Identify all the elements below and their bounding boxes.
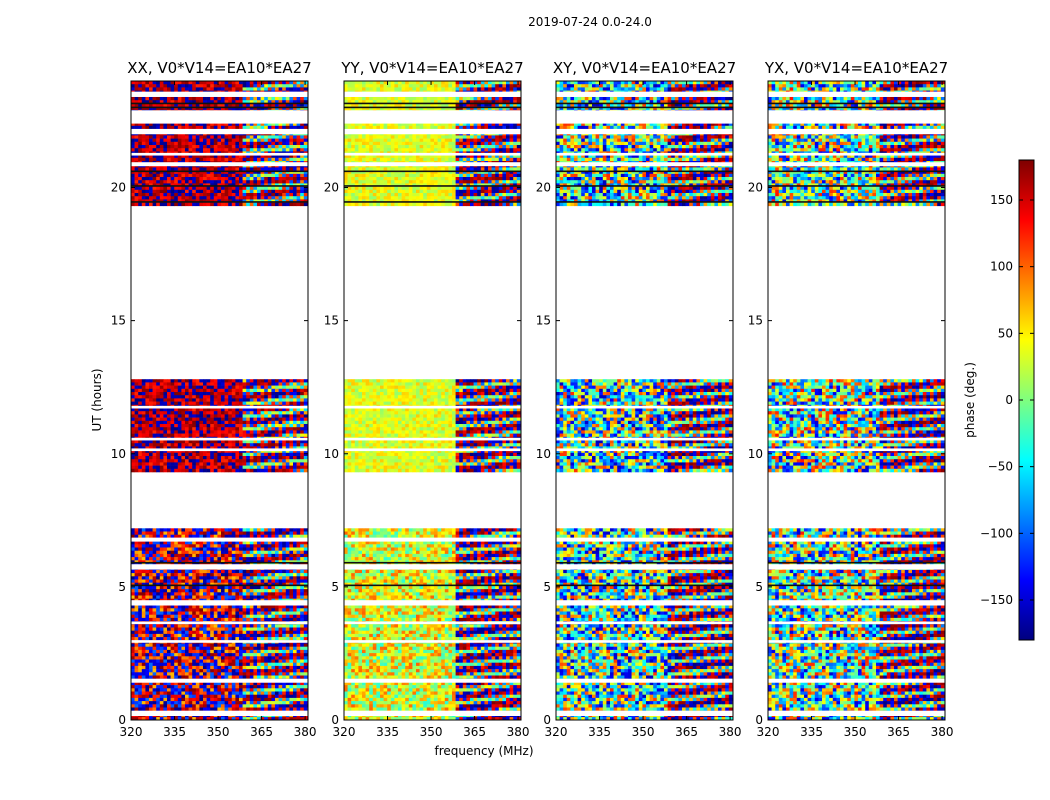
x-tick-label: 320 xyxy=(545,725,568,739)
x-tick-label: 350 xyxy=(632,725,655,739)
y-tick-label: 10 xyxy=(536,447,551,461)
x-tick-label: 380 xyxy=(931,725,954,739)
panel-1: XX, V0*V14=EA10*EA27 320 335 350 365 380 0 5 10 1… xyxy=(111,59,317,739)
y-tick-label: 0 xyxy=(755,713,763,727)
panel-3: XY, V0*V14=EA10*EA27 320 335 350 365 380 0 5 10 1… xyxy=(536,59,742,739)
colorbar-tick-label: −100 xyxy=(980,526,1013,540)
y-tick-label: 20 xyxy=(748,181,763,195)
y-tick-label: 15 xyxy=(324,314,339,328)
colorbar-tick-label: 0 xyxy=(1005,393,1013,407)
y-tick-label: 5 xyxy=(331,580,339,594)
panel-2: YY, V0*V14=EA10*EA27 320 335 350 365 380 0 5 10 1… xyxy=(324,59,530,739)
colorbar-tick-label: 100 xyxy=(990,260,1013,274)
colorbar-label: phase (deg.) xyxy=(963,362,977,438)
x-tick-label: 380 xyxy=(719,725,742,739)
y-tick-label: 10 xyxy=(748,447,763,461)
axes-frame xyxy=(767,80,946,721)
y-tick-label: 15 xyxy=(111,314,126,328)
x-tick-label: 320 xyxy=(757,725,780,739)
phase-heatmap xyxy=(768,81,945,720)
phase-heatmap xyxy=(131,81,308,720)
x-tick-label: 350 xyxy=(207,725,230,739)
colorbar-tick-label: 50 xyxy=(998,326,1013,340)
colorbar-tick-label: 150 xyxy=(990,193,1013,207)
panels: XX, V0*V14=EA10*EA27 320 335 350 365 380 0 5 10 1… xyxy=(111,59,954,739)
y-axis-label: UT (hours) xyxy=(90,368,104,431)
figure-suptitle: 2019-07-24 0.0-24.0 xyxy=(528,15,652,29)
x-tick-label: 335 xyxy=(588,725,611,739)
x-tick-label: 365 xyxy=(463,725,486,739)
x-tick-label: 335 xyxy=(376,725,399,739)
y-tick-label: 10 xyxy=(324,447,339,461)
x-tick-label: 320 xyxy=(333,725,356,739)
x-tick-label: 365 xyxy=(250,725,273,739)
x-tick-label: 380 xyxy=(294,725,317,739)
y-tick-label: 20 xyxy=(111,181,126,195)
y-tick-label: 15 xyxy=(748,314,763,328)
y-tick-label: 5 xyxy=(755,580,763,594)
colorbar-tick-label: −150 xyxy=(980,593,1013,607)
phase-heatmap xyxy=(344,81,521,720)
panel-title: XX, V0*V14=EA10*EA27 xyxy=(127,59,311,77)
phase-heatmap xyxy=(556,81,733,720)
y-tick-label: 5 xyxy=(118,580,126,594)
y-tick-label: 0 xyxy=(118,713,126,727)
y-tick-label: 0 xyxy=(543,713,551,727)
y-tick-label: 20 xyxy=(536,181,551,195)
y-tick-label: 5 xyxy=(543,580,551,594)
panel-title: YX, V0*V14=EA10*EA27 xyxy=(764,59,948,77)
y-tick-label: 15 xyxy=(536,314,551,328)
axes-frame xyxy=(343,80,522,721)
x-tick-label: 365 xyxy=(887,725,910,739)
axes-frame xyxy=(555,80,734,721)
colorbar-tick-label: −50 xyxy=(988,460,1013,474)
x-tick-label: 335 xyxy=(800,725,823,739)
panel-4: YX, V0*V14=EA10*EA27 320 335 350 365 380 0 5 10 1… xyxy=(748,59,954,739)
x-tick-label: 335 xyxy=(163,725,186,739)
x-tick-label: 350 xyxy=(844,725,867,739)
axes-frame xyxy=(130,80,309,721)
y-tick-label: 10 xyxy=(111,447,126,461)
panel-title: YY, V0*V14=EA10*EA27 xyxy=(340,59,523,77)
x-tick-label: 350 xyxy=(420,725,443,739)
panel-title: XY, V0*V14=EA10*EA27 xyxy=(553,59,736,77)
x-axis-label: frequency (MHz) xyxy=(434,744,533,758)
x-tick-label: 365 xyxy=(675,725,698,739)
y-tick-label: 20 xyxy=(324,181,339,195)
x-tick-label: 320 xyxy=(120,725,143,739)
colorbar: 150 100 50 0 −50 −100 −150 xyxy=(980,159,1035,641)
y-tick-label: 0 xyxy=(331,713,339,727)
x-tick-label: 380 xyxy=(507,725,530,739)
